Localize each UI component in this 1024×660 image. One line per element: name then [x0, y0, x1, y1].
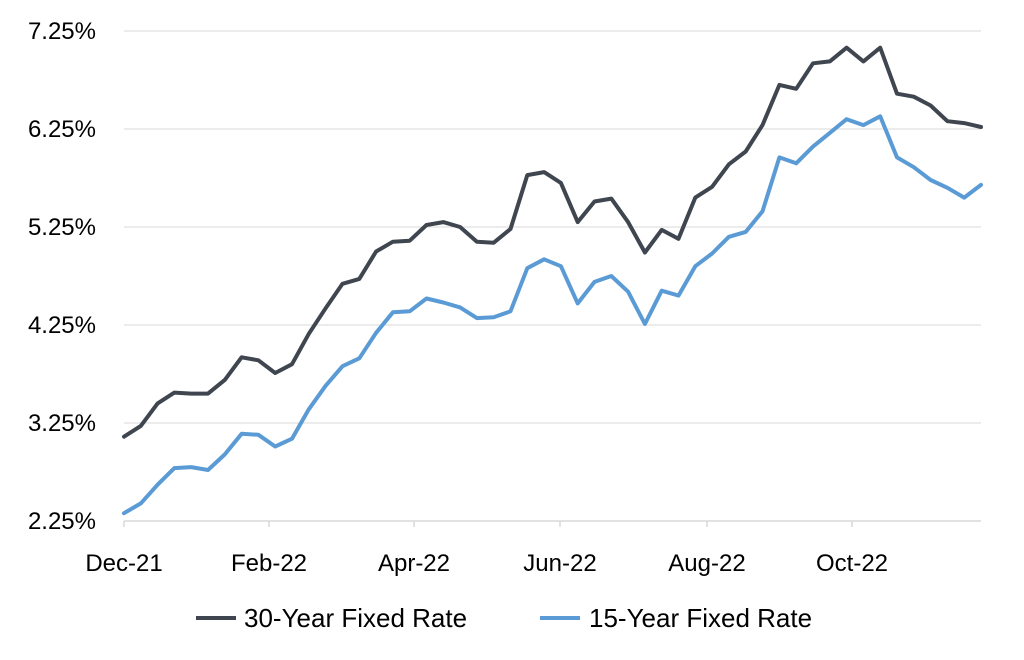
y-tick-label: 2.25%	[28, 508, 96, 535]
series-line-15-year	[122, 114, 983, 516]
y-axis-tick-labels: 2.25% 3.25% 4.25% 5.25% 6.25% 7.25%	[28, 18, 96, 535]
x-tick-label: Dec-21	[85, 550, 162, 577]
legend: 30-Year Fixed Rate 15-Year Fixed Rate	[196, 603, 812, 633]
grid-layer	[124, 30, 981, 424]
legend-label: 15-Year Fixed Rate	[589, 603, 812, 633]
x-tick-label: Apr-22	[378, 550, 450, 577]
legend-label: 30-Year Fixed Rate	[244, 603, 467, 633]
x-tick-label: Oct-22	[816, 550, 888, 577]
series-layer	[122, 45, 983, 516]
x-tick-label: Jun-22	[523, 550, 596, 577]
x-tick-label: Feb-22	[231, 550, 307, 577]
series-line-30-year	[122, 45, 983, 439]
y-tick-label: 6.25%	[28, 116, 96, 143]
x-axis-tick-labels: Dec-21 Feb-22 Apr-22 Jun-22 Aug-22 Oct-22	[85, 550, 888, 577]
axis-layer	[123, 520, 981, 527]
x-tick-label: Aug-22	[668, 550, 745, 577]
y-tick-label: 7.25%	[28, 18, 96, 45]
y-tick-label: 3.25%	[28, 410, 96, 437]
y-tick-label: 4.25%	[28, 312, 96, 339]
y-tick-label: 5.25%	[28, 214, 96, 241]
